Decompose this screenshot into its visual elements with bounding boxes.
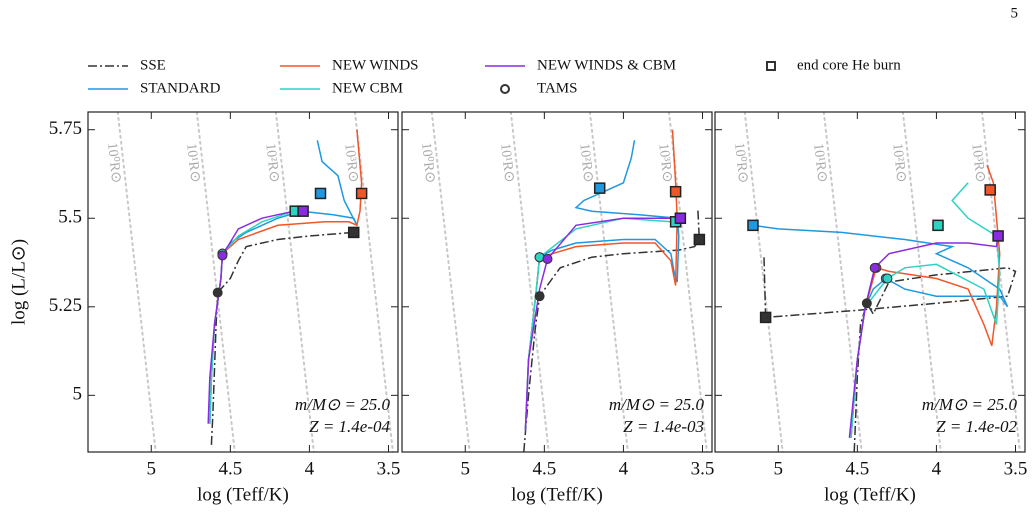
end-he-marker (347, 226, 360, 239)
plot-area: 10⁰R⊙ 10¹R⊙ 10²R⊙ 10³R⊙ (731, 112, 1021, 452)
tams-marker (534, 291, 545, 302)
tams-marker (861, 298, 872, 309)
radius-label: 10⁰R⊙ (104, 142, 123, 184)
axes-frame (87, 111, 399, 453)
radius-label: 10²R⊙ (262, 143, 281, 184)
page-number: 5 (1011, 5, 1019, 21)
x-tick-label: 5 (147, 458, 157, 479)
axes-frame (714, 111, 1026, 453)
x-tick-label: 3.5 (1004, 458, 1028, 479)
x-tick-label: 5 (774, 458, 784, 479)
radius-label: 10²R⊙ (889, 143, 908, 184)
annotation: Z = 1.4e-04 (309, 417, 390, 436)
y-tick-label: 5 (73, 384, 83, 405)
x-tick-label: 4 (619, 458, 629, 479)
radius-label: 10³R⊙ (341, 143, 360, 184)
annotation: Z = 1.4e-03 (623, 417, 704, 436)
y-axis-label: log (L/L⊙) (8, 239, 29, 325)
x-tick-label: 4.5 (845, 458, 869, 479)
x-tick-label: 4.5 (532, 458, 556, 479)
x-tick-label: 3.5 (377, 458, 401, 479)
end-he-marker (669, 185, 682, 198)
track-line (209, 129, 363, 424)
radius-label: 10³R⊙ (968, 143, 987, 184)
tams-marker (212, 287, 223, 298)
legend-label: TAMS (537, 80, 577, 96)
tams-marker (869, 262, 880, 273)
radius-line (116, 112, 157, 452)
y-tick-label: 5.75 (49, 118, 82, 139)
radius-label: 10¹R⊙ (497, 143, 516, 184)
annotation: m/M⊙ = 25.0 (922, 395, 1018, 414)
plot-area: 10⁰R⊙ 10¹R⊙ 10²R⊙ 10³R⊙ (418, 112, 708, 452)
legend-marker (766, 61, 776, 71)
radius-line (195, 112, 236, 452)
legend-label: STANDARD (140, 80, 221, 96)
end-he-marker (355, 187, 368, 200)
x-axis-label: log (Teff/K) (824, 484, 916, 505)
plot-area: 10⁰R⊙ 10¹R⊙ 10²R⊙ 10³R⊙ (104, 112, 394, 452)
track-line (210, 231, 354, 445)
end-he-marker (693, 233, 706, 246)
radius-line (430, 112, 471, 452)
radius-line (509, 112, 550, 452)
track-line (207, 210, 304, 424)
end-he-marker (593, 182, 606, 194)
end-he-marker (992, 230, 1004, 242)
track-line (524, 129, 678, 431)
x-tick-label: 4.5 (218, 458, 242, 479)
annotation: m/M⊙ = 25.0 (295, 395, 391, 414)
end-he-marker (297, 205, 309, 217)
x-tick-label: 3.5 (691, 458, 715, 479)
legend-label: NEW WINDS (332, 57, 419, 73)
x-tick-label: 4 (932, 458, 942, 479)
annotation: Z = 1.4e-02 (936, 417, 1017, 436)
track-line (752, 224, 1009, 438)
tams-marker (217, 250, 228, 261)
radius-label: 10¹R⊙ (810, 143, 829, 184)
end-he-marker (984, 184, 996, 196)
end-he-marker (932, 219, 944, 232)
end-he-marker (759, 311, 772, 324)
end-he-marker (747, 219, 759, 232)
end-he-marker (674, 212, 687, 224)
radius-label: 10¹R⊙ (183, 143, 202, 184)
radius-label: 10⁰R⊙ (731, 142, 750, 184)
y-tick-label: 5.25 (49, 295, 82, 316)
x-tick-label: 4 (305, 458, 315, 479)
legend-label: NEW WINDS & CBM (537, 57, 676, 73)
radius-label: 10⁰R⊙ (418, 142, 437, 184)
tams-marker (542, 253, 553, 264)
legend-label: end core He burn (797, 57, 901, 73)
radius-label: 10²R⊙ (576, 143, 595, 184)
end-he-marker (314, 187, 327, 200)
track-line (209, 210, 296, 424)
x-axis-label: log (Teff/K) (511, 484, 603, 505)
legend-label: SSE (140, 57, 166, 73)
legend-marker (500, 84, 510, 94)
legend-label: NEW CBM (332, 80, 403, 96)
annotation: m/M⊙ = 25.0 (609, 395, 705, 414)
radius-line (743, 112, 784, 452)
track-line (523, 207, 701, 452)
axes-frame (401, 111, 713, 453)
x-axis-label: log (Teff/K) (197, 484, 289, 505)
y-tick-label: 5.5 (58, 207, 82, 228)
tams-marker (882, 273, 893, 284)
track-line (848, 235, 999, 438)
x-tick-label: 5 (461, 458, 471, 479)
track-line (763, 257, 1017, 452)
radius-label: 10³R⊙ (655, 143, 674, 184)
